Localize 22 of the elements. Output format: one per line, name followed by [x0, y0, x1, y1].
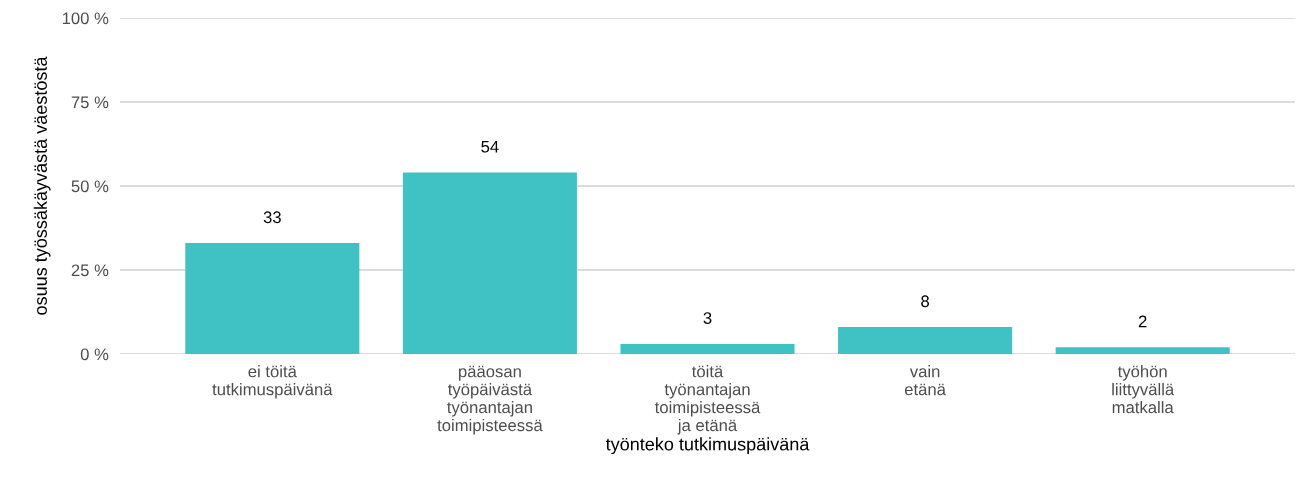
x-tick-label: pääosan työpäivästä työnantajan toimipisteessä	[437, 365, 543, 435]
x-tick-label: työhön liittyvällä matkalla	[1112, 365, 1175, 414]
bar	[185, 243, 360, 354]
y-tick-label: 0 %	[80, 348, 109, 361]
y-tick-label: 50 %	[71, 180, 109, 193]
data-label: 8	[921, 295, 929, 308]
y-tick-label: 25 %	[71, 264, 109, 277]
x-axis-title: työnteko tutkimuspäivänä	[605, 437, 810, 455]
y-tick-label: 75 %	[71, 96, 109, 109]
data-label: 3	[703, 312, 712, 324]
bar	[1055, 347, 1230, 354]
x-tick-label: töitä työnantajan toimipisteessä ja etänä	[654, 365, 761, 435]
x-tick-label: ei töitä tutkimuspäivänä	[212, 365, 333, 399]
bar	[620, 343, 795, 354]
data-label: 2	[1138, 315, 1147, 328]
y-tick-label: 100 %	[62, 12, 109, 25]
y-axis-title: osuus työssäkäyvästä väestöstä	[33, 56, 51, 315]
bar	[838, 327, 1013, 354]
data-label: 54	[481, 140, 499, 153]
data-label: 33	[263, 211, 281, 224]
x-tick-label: vain etänä	[904, 365, 946, 396]
bar	[402, 172, 577, 354]
